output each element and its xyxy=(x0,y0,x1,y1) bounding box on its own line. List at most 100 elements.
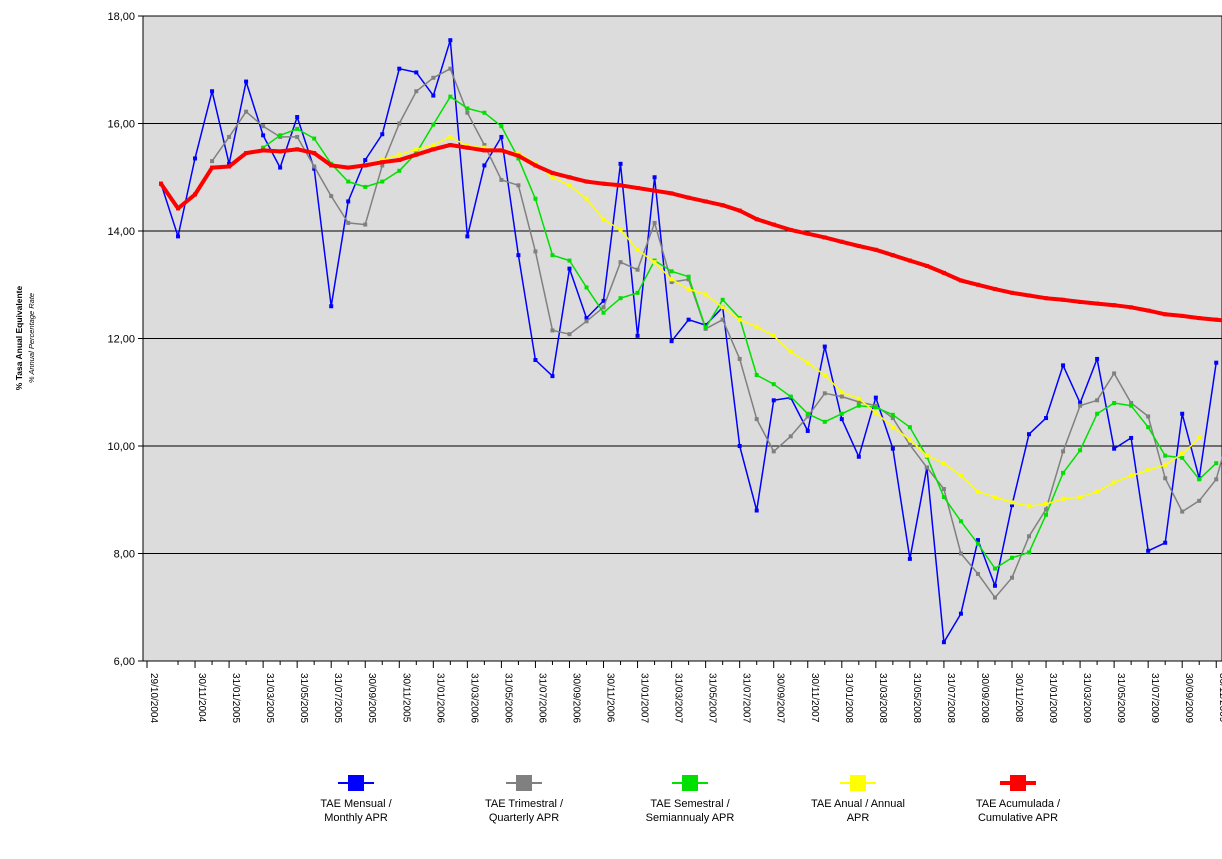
data-point xyxy=(601,305,606,310)
data-point xyxy=(448,38,453,43)
legend-label-line2: APR xyxy=(847,812,870,824)
data-point xyxy=(618,183,623,188)
x-tick-label: 31/05/2007 xyxy=(707,673,718,723)
data-point xyxy=(1163,476,1168,481)
data-point xyxy=(1027,432,1032,437)
gridlines xyxy=(143,123,1222,554)
legend-swatch xyxy=(682,775,698,791)
legend-label-line1: TAE Semestral / xyxy=(650,798,730,810)
data-point xyxy=(1010,500,1014,505)
data-point xyxy=(941,640,946,645)
data-point xyxy=(873,405,878,410)
data-point xyxy=(516,156,521,161)
series-2 xyxy=(210,66,1222,600)
data-point xyxy=(1078,448,1083,453)
y-tick-label: 12,00 xyxy=(107,334,135,346)
data-point xyxy=(975,571,980,576)
data-point xyxy=(941,461,946,466)
data-point xyxy=(975,282,980,287)
data-point xyxy=(1095,356,1100,361)
data-point xyxy=(601,217,606,222)
data-point xyxy=(1129,401,1134,405)
data-point xyxy=(890,416,895,421)
data-point xyxy=(1112,446,1117,451)
data-point xyxy=(550,175,555,180)
x-tick-label: 30/09/2008 xyxy=(979,673,990,723)
data-point xyxy=(907,425,912,430)
data-point xyxy=(244,79,249,84)
data-point xyxy=(1027,550,1032,555)
data-point xyxy=(448,143,453,147)
data-point xyxy=(873,247,878,252)
data-point xyxy=(584,319,589,324)
y-tick-label: 14,00 xyxy=(107,226,135,238)
data-point xyxy=(1146,425,1151,430)
x-tick-label: 31/03/2008 xyxy=(877,673,888,723)
x-tick-label: 31/03/2007 xyxy=(673,673,684,723)
x-tick-label: 31/07/2007 xyxy=(741,673,752,723)
data-point xyxy=(584,285,589,290)
data-point xyxy=(1163,312,1168,317)
data-point xyxy=(550,253,555,258)
x-tick-label: 31/07/2009 xyxy=(1149,673,1160,723)
data-point xyxy=(346,220,351,225)
data-point xyxy=(686,277,691,282)
data-point xyxy=(805,414,810,419)
data-point xyxy=(329,304,334,309)
data-point xyxy=(1078,495,1083,500)
data-point xyxy=(635,247,640,252)
data-point xyxy=(1129,473,1134,478)
data-point xyxy=(890,446,895,451)
y-axis-label-en: % Annual Percentage Rate xyxy=(27,293,36,383)
data-point xyxy=(669,269,674,274)
data-point xyxy=(890,425,895,430)
data-point xyxy=(822,419,827,424)
data-point xyxy=(533,163,538,168)
data-point xyxy=(1095,411,1100,416)
data-point xyxy=(822,391,827,396)
data-point xyxy=(1163,540,1168,545)
data-point xyxy=(1180,452,1185,457)
data-point xyxy=(1027,293,1032,298)
data-point xyxy=(1214,477,1219,482)
x-tick-label: 31/05/2005 xyxy=(298,673,309,723)
data-point xyxy=(805,360,810,365)
data-point xyxy=(482,148,487,153)
x-tick-label: 30/11/2004 xyxy=(196,673,207,723)
data-point xyxy=(686,287,691,292)
data-point xyxy=(1112,401,1117,405)
y-tick-label: 6,00 xyxy=(114,656,135,668)
data-point xyxy=(584,179,589,184)
data-point xyxy=(261,145,266,150)
data-point xyxy=(992,595,997,600)
data-point xyxy=(1044,502,1049,507)
data-point xyxy=(1197,316,1202,321)
data-point xyxy=(431,122,436,127)
data-point xyxy=(227,161,232,166)
data-point xyxy=(1129,435,1134,440)
data-point xyxy=(380,179,385,184)
x-tick-label: 31/01/2009 xyxy=(1047,673,1058,723)
data-point xyxy=(924,263,929,268)
data-point xyxy=(176,234,181,239)
data-point xyxy=(1214,317,1219,322)
data-point xyxy=(720,297,725,302)
data-point xyxy=(754,324,759,329)
data-point xyxy=(754,417,759,422)
data-point xyxy=(1078,299,1083,304)
data-point xyxy=(1146,468,1151,473)
data-point xyxy=(618,260,623,265)
data-point xyxy=(363,158,368,163)
data-point xyxy=(448,66,453,71)
data-point xyxy=(397,168,402,173)
data-point xyxy=(159,181,163,186)
data-point xyxy=(635,186,640,190)
data-point xyxy=(465,106,470,111)
data-point xyxy=(1010,575,1014,580)
data-point xyxy=(431,147,436,152)
data-point xyxy=(1146,414,1151,419)
data-point xyxy=(805,428,810,433)
data-point xyxy=(1027,504,1032,509)
data-point xyxy=(1129,403,1134,408)
data-point xyxy=(1061,363,1066,368)
